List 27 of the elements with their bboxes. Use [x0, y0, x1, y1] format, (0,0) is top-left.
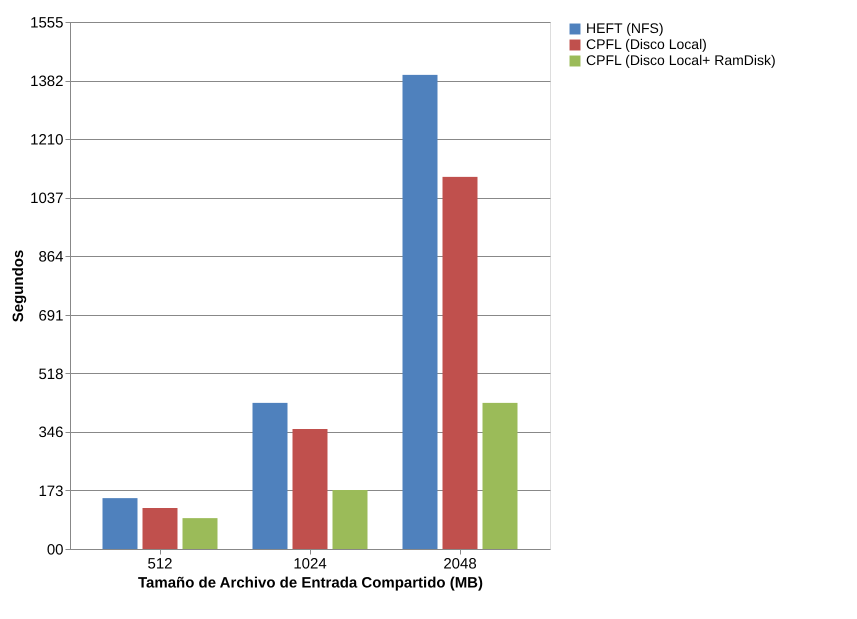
- x-axis-title: Tamaño de Archivo de Entrada Compartido (MB): [138, 574, 484, 592]
- y-tick-label: 1210: [30, 131, 64, 148]
- x-tick-label: 1024: [293, 556, 327, 572]
- y-tick-label: 518: [38, 366, 64, 383]
- bar: [292, 429, 328, 549]
- bar: [482, 402, 518, 549]
- bar: [442, 176, 478, 549]
- legend-label: CPFL (Disco Local+ RamDisk): [586, 52, 776, 68]
- bar: [332, 490, 368, 549]
- x-tick-label: 2048: [443, 556, 477, 572]
- legend-label: HEFT (NFS): [586, 20, 664, 36]
- y-tick-label: 00: [46, 542, 64, 558]
- y-tick-label: 864: [38, 248, 64, 266]
- bar: [182, 518, 218, 549]
- y-tick-label: 1555: [30, 14, 64, 32]
- bar: [252, 402, 288, 549]
- bar: [142, 508, 178, 549]
- y-tick-label: 1382: [30, 73, 64, 90]
- y-axis-title: Segundos: [10, 250, 28, 322]
- bar: [102, 498, 138, 549]
- y-tick-label: 691: [38, 307, 64, 324]
- y-tick-label: 1037: [30, 190, 64, 208]
- x-tick-label: 512: [147, 556, 173, 572]
- y-tick-label: 346: [38, 424, 64, 442]
- bar: [402, 74, 438, 549]
- legend-label: CPFL (Disco Local): [586, 36, 707, 52]
- y-tick-label: 173: [38, 482, 64, 500]
